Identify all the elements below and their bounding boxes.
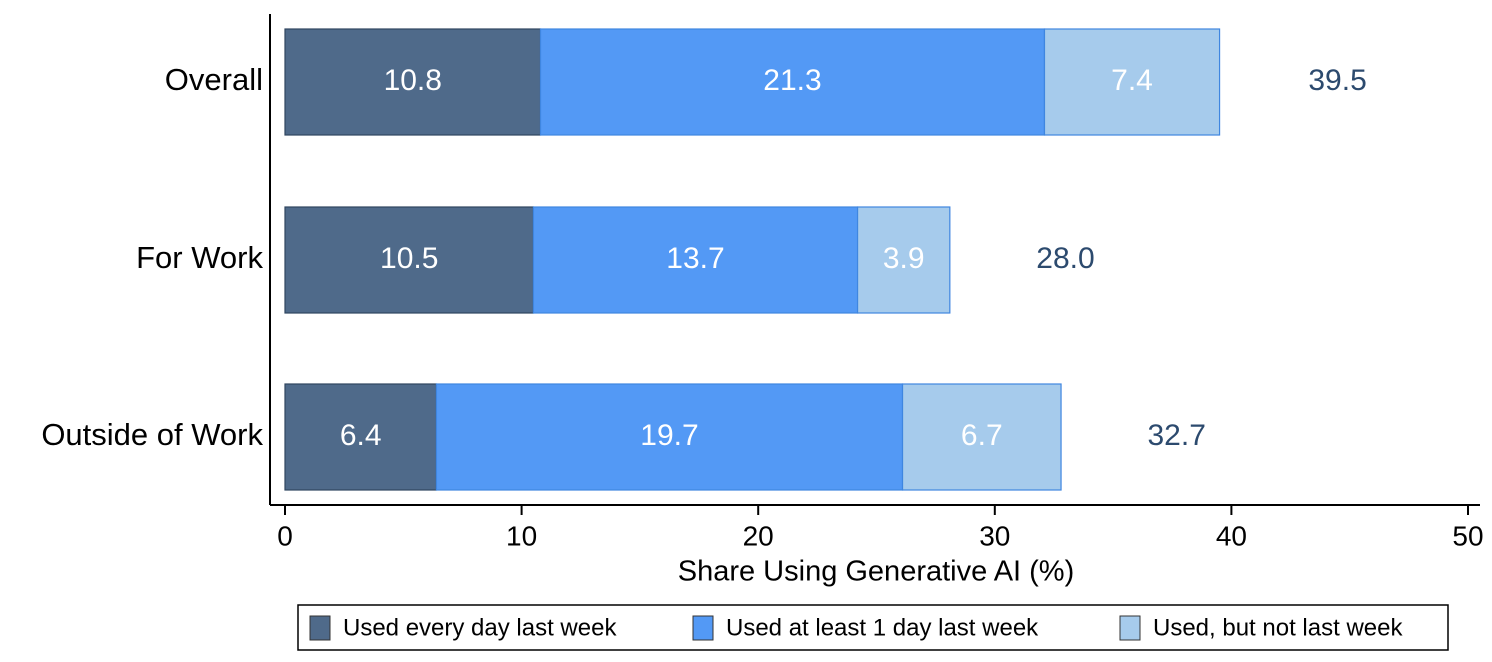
x-tick-label: 10 — [506, 520, 537, 551]
legend-label: Used every day last week — [343, 614, 617, 641]
legend-label: Used, but not last week — [1153, 614, 1403, 641]
value-label: 10.8 — [384, 64, 442, 97]
bar-segment — [284, 28, 542, 136]
value-label: 19.7 — [640, 419, 698, 452]
total-label: 39.5 — [1308, 64, 1366, 97]
value-label: 10.5 — [380, 242, 438, 275]
legend-swatch — [692, 615, 714, 641]
bar-segment — [856, 206, 951, 314]
value-label: 7.4 — [1111, 64, 1153, 97]
value-label: 13.7 — [666, 242, 724, 275]
x-axis-title: Share Using Generative AI (%) — [678, 556, 1075, 588]
category-label: Outside of Work — [41, 417, 263, 452]
total-label: 28.0 — [1036, 242, 1094, 275]
legend-swatch — [309, 615, 331, 641]
x-tick-label: 0 — [277, 520, 293, 551]
legend-swatch — [1119, 615, 1141, 641]
bar-segment — [435, 383, 904, 491]
value-label: 6.4 — [340, 419, 382, 452]
bar-segment — [901, 383, 1062, 491]
legend-label: Used at least 1 day last week — [726, 614, 1039, 641]
value-label: 6.7 — [961, 419, 1003, 452]
bar-segment — [539, 28, 1046, 136]
value-label: 21.3 — [763, 64, 821, 97]
x-tick-label: 20 — [743, 520, 774, 551]
category-label: Overall — [165, 62, 263, 97]
x-tick-label: 30 — [979, 520, 1010, 551]
x-tick-label: 40 — [1216, 520, 1247, 551]
bar-segment — [284, 383, 438, 491]
x-tick-label: 50 — [1452, 520, 1483, 551]
bar-segment — [1043, 28, 1221, 136]
category-label: For Work — [136, 240, 263, 275]
bar-segment — [532, 206, 859, 314]
legend-box — [297, 604, 1449, 651]
value-label: 3.9 — [883, 242, 925, 275]
total-label: 32.7 — [1147, 419, 1205, 452]
